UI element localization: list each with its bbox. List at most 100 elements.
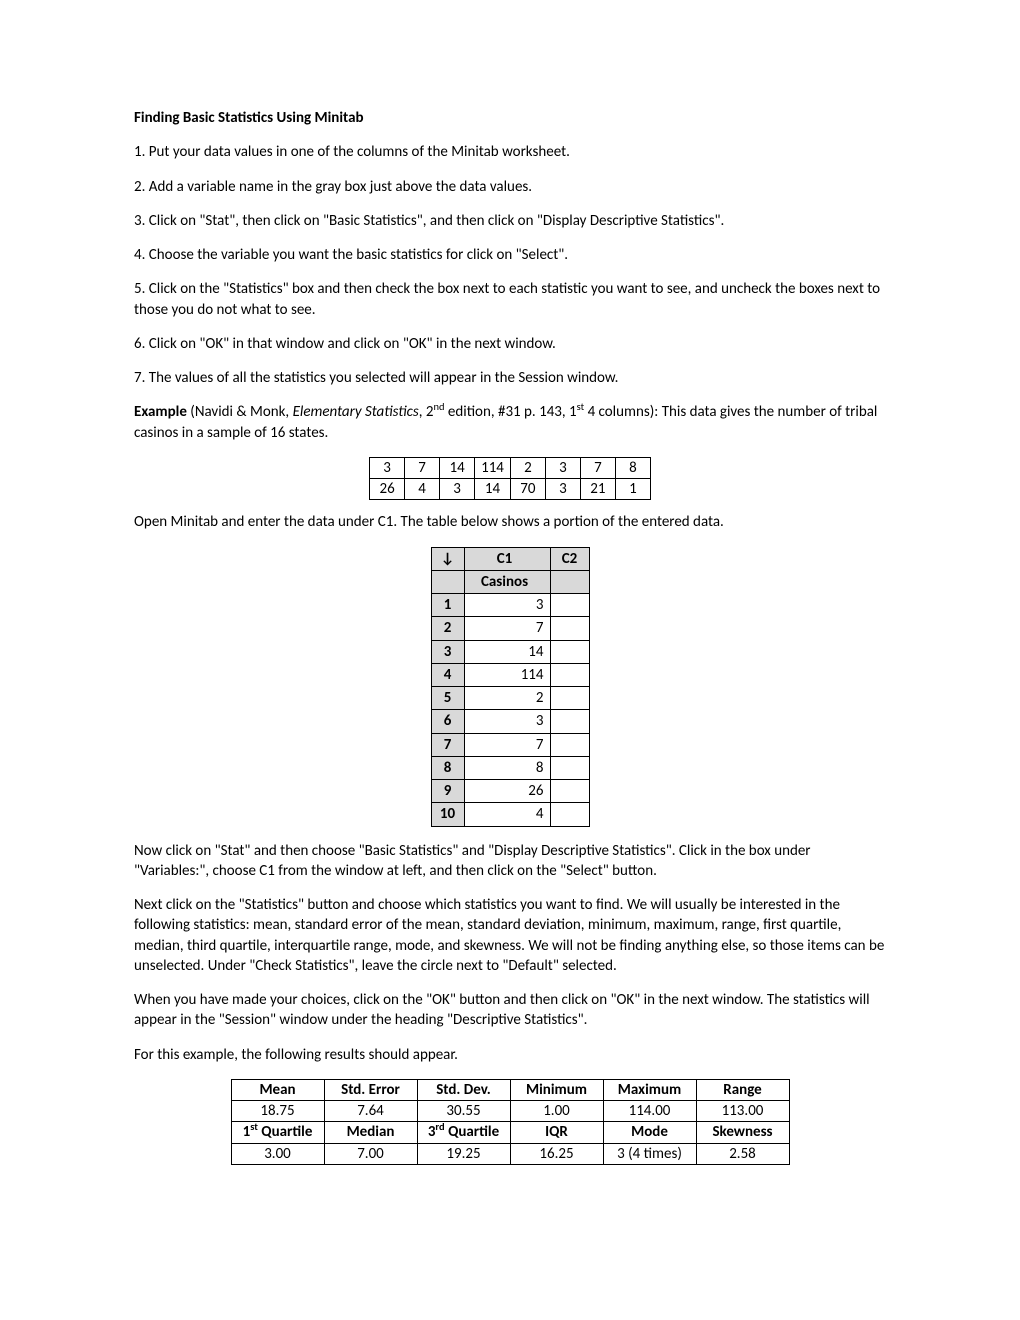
blank-cell xyxy=(550,617,589,640)
col-header: Maximum xyxy=(603,1079,696,1100)
row-index: 2 xyxy=(431,617,464,640)
cell: 30.55 xyxy=(417,1101,510,1122)
cell: 3 (4 times) xyxy=(603,1143,696,1164)
row-index: 9 xyxy=(431,780,464,803)
arrow-down-icon: ↓ xyxy=(431,547,464,570)
varname-cell: Casinos xyxy=(464,570,550,593)
blank-cell xyxy=(550,687,589,710)
blank-cell xyxy=(550,710,589,733)
step-7: 7. The values of all the statistics you … xyxy=(134,368,886,388)
col-c2-header: C2 xyxy=(550,547,589,570)
step-1: 1. Put your data values in one of the co… xyxy=(134,142,886,162)
table-row: Mean Std. Error Std. Dev. Minimum Maximu… xyxy=(231,1079,789,1100)
results-table: Mean Std. Error Std. Dev. Minimum Maximu… xyxy=(231,1079,790,1165)
col-header-mode: Mode xyxy=(603,1122,696,1143)
cell: 21 xyxy=(580,479,615,500)
table-row: 26 4 3 14 70 3 21 1 xyxy=(370,479,651,500)
table-row: 314 xyxy=(431,640,589,663)
table-row: 88 xyxy=(431,756,589,779)
cell: 7 xyxy=(464,617,550,640)
col-header-median: Median xyxy=(324,1122,417,1143)
example-cite-mid: edition, #31 p. 143, 1 xyxy=(445,403,577,421)
table-row: 77 xyxy=(431,733,589,756)
example-lead: Example xyxy=(134,403,187,421)
table-row: 1st Quartile Median 3rd Quartile IQR Mod… xyxy=(231,1122,789,1143)
row-index: 5 xyxy=(431,687,464,710)
cell: 2.58 xyxy=(696,1143,789,1164)
step-6: 6. Click on "OK" in that window and clic… xyxy=(134,334,886,354)
blank-cell xyxy=(550,663,589,686)
row-index: 4 xyxy=(431,663,464,686)
sup: rd xyxy=(435,1120,444,1133)
example-cite-post: , 2 xyxy=(419,403,434,421)
page-title: Finding Basic Statistics Using Minitab xyxy=(134,108,886,128)
cell: 1.00 xyxy=(510,1101,603,1122)
step-4: 4. Choose the variable you want the basi… xyxy=(134,245,886,265)
text: Quartile xyxy=(258,1123,313,1141)
blank-cell xyxy=(550,640,589,663)
blank-cell xyxy=(550,780,589,803)
cell: 3 xyxy=(464,710,550,733)
col-header-q3: 3rd Quartile xyxy=(417,1122,510,1143)
row-index: 10 xyxy=(431,803,464,826)
row-index: 7 xyxy=(431,733,464,756)
cell: 26 xyxy=(370,479,405,500)
blank-cell xyxy=(550,594,589,617)
blank-cell xyxy=(550,570,589,593)
cell: 8 xyxy=(615,457,650,478)
worksheet-header-row: ↓ C1 C2 xyxy=(431,547,589,570)
paragraph-ok: When you have made your choices, click o… xyxy=(134,990,886,1031)
example-cite-pre: (Navidi & Monk, xyxy=(187,403,293,421)
col-c1-header: C1 xyxy=(464,547,550,570)
step-2: 2. Add a variable name in the gray box j… xyxy=(134,177,886,197)
data-table: 3 7 14 114 2 3 7 8 26 4 3 14 70 3 21 1 xyxy=(369,457,651,501)
worksheet-varname-row: Casinos xyxy=(431,570,589,593)
col-header: Std. Error xyxy=(324,1079,417,1100)
cell: 114 xyxy=(464,663,550,686)
cell: 70 xyxy=(510,479,545,500)
row-index: 3 xyxy=(431,640,464,663)
cell: 113.00 xyxy=(696,1101,789,1122)
cell: 3 xyxy=(545,457,580,478)
cell: 7 xyxy=(464,733,550,756)
cell: 3 xyxy=(464,594,550,617)
table-row: 27 xyxy=(431,617,589,640)
cell: 2 xyxy=(510,457,545,478)
paragraph-stat: Now click on "Stat" and then choose "Bas… xyxy=(134,841,886,882)
cell: 114 xyxy=(475,457,511,478)
cell: 4 xyxy=(464,803,550,826)
table-row: 3.00 7.00 19.25 16.25 3 (4 times) 2.58 xyxy=(231,1143,789,1164)
blank-cell xyxy=(550,733,589,756)
open-minitab-line: Open Minitab and enter the data under C1… xyxy=(134,512,886,532)
col-header-q1: 1st Quartile xyxy=(231,1122,324,1143)
sup: st xyxy=(250,1120,258,1133)
document-page: Finding Basic Statistics Using Minitab 1… xyxy=(0,0,1020,1320)
cell: 3 xyxy=(370,457,405,478)
cell: 7 xyxy=(405,457,440,478)
cell: 3 xyxy=(545,479,580,500)
text: Quartile xyxy=(445,1123,500,1141)
col-header: Mean xyxy=(231,1079,324,1100)
table-row: 18.75 7.64 30.55 1.00 114.00 113.00 xyxy=(231,1101,789,1122)
row-index: 8 xyxy=(431,756,464,779)
cell: 7.00 xyxy=(324,1143,417,1164)
cell: 14 xyxy=(440,457,475,478)
cell: 3.00 xyxy=(231,1143,324,1164)
paragraph-for: For this example, the following results … xyxy=(134,1045,886,1065)
row-index: 6 xyxy=(431,710,464,733)
table-row: 3 7 14 114 2 3 7 8 xyxy=(370,457,651,478)
cell: 2 xyxy=(464,687,550,710)
table-row: 13 xyxy=(431,594,589,617)
col-header: Range xyxy=(696,1079,789,1100)
col-header-skewness: Skewness xyxy=(696,1122,789,1143)
cell: 4 xyxy=(405,479,440,500)
example-cite-title: Elementary Statistics xyxy=(293,403,419,421)
step-5: 5. Click on the "Statistics" box and the… xyxy=(134,279,886,320)
cell: 8 xyxy=(464,756,550,779)
blank-cell xyxy=(550,803,589,826)
table-row: 4114 xyxy=(431,663,589,686)
row-index: 1 xyxy=(431,594,464,617)
blank-cell xyxy=(550,756,589,779)
cell: 7 xyxy=(580,457,615,478)
cell: 14 xyxy=(475,479,511,500)
